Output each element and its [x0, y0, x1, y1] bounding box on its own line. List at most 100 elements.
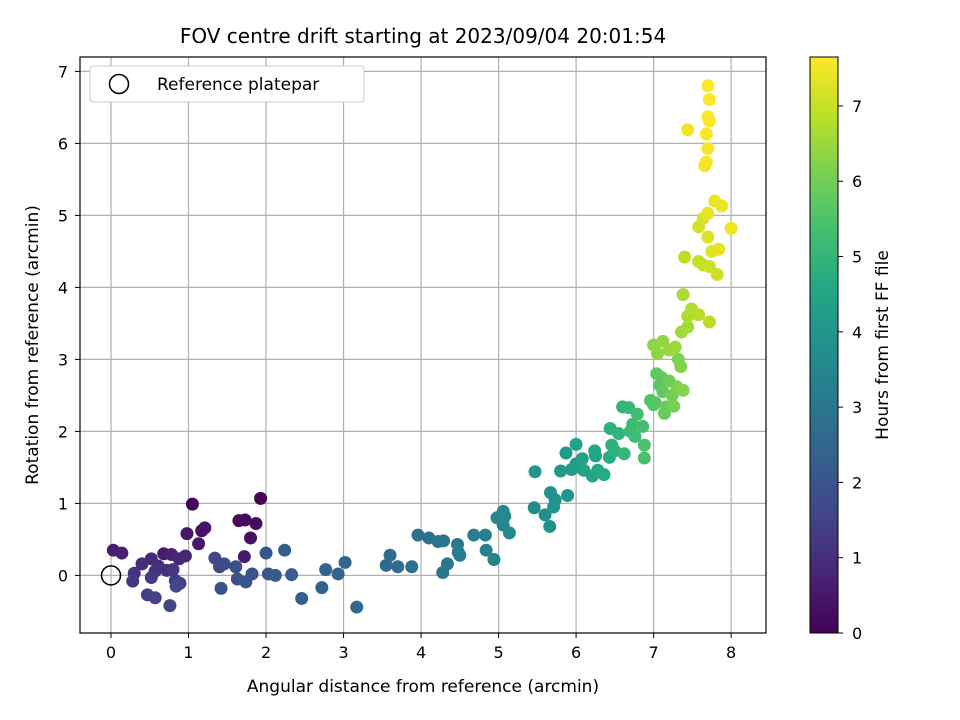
scatter-point	[239, 575, 253, 589]
scatter-point	[588, 444, 602, 458]
x-axis-ticks: 0 1 2 3 4 5 6 7 8	[106, 633, 736, 662]
scatter-point	[144, 571, 158, 585]
x-tick-label: 4	[416, 643, 426, 662]
colorbar-tick-label: 3	[852, 398, 862, 417]
scatter-point	[575, 452, 589, 466]
scatter-point	[502, 526, 516, 540]
scatter-point	[496, 504, 510, 518]
scatter-point	[527, 501, 541, 515]
y-axis-label: Rotation from reference (arcmin)	[23, 205, 43, 485]
scatter-point	[217, 557, 231, 571]
scatter-point	[648, 396, 662, 410]
colorbar-ticks: 0 1 2 3 4 5 6 7	[838, 97, 862, 643]
scatter-point	[538, 508, 552, 522]
scatter-point	[637, 451, 651, 465]
scatter-point	[405, 560, 419, 574]
scatter-point	[612, 427, 626, 441]
scatter-point	[701, 79, 715, 93]
scatter-point	[636, 419, 650, 433]
scatter-point	[411, 528, 425, 542]
scatter-point	[278, 543, 292, 557]
x-tick-label: 7	[649, 643, 659, 662]
scatter-point	[710, 267, 724, 281]
scatter-point	[617, 447, 631, 461]
scatter-point	[668, 340, 682, 354]
scatter-point	[229, 560, 243, 574]
scatter-point	[115, 546, 129, 560]
scatter-point	[628, 429, 642, 443]
scatter-point	[701, 230, 715, 244]
scatter-point	[295, 591, 309, 605]
scatter-point	[451, 545, 465, 559]
scatter-point	[559, 446, 573, 460]
legend-box	[89, 65, 365, 103]
scatter-point	[554, 464, 568, 478]
scatter-point	[701, 141, 715, 155]
colorbar-tick-label: 4	[852, 323, 862, 342]
scatter-point	[467, 528, 481, 542]
scatter-point	[699, 127, 713, 141]
x-tick-label: 2	[261, 643, 271, 662]
scatter-point	[172, 552, 186, 566]
scatter-point	[676, 383, 690, 397]
scatter-point	[702, 315, 716, 329]
legend-marker-icon	[108, 73, 130, 95]
colorbar-gradient	[809, 56, 839, 634]
x-tick-label: 5	[493, 643, 503, 662]
scatter-point	[259, 546, 273, 560]
scatter-point	[692, 308, 706, 322]
scatter-point	[701, 206, 715, 220]
scatter-point	[169, 579, 183, 593]
scatter-point	[185, 497, 199, 511]
scatter-point	[487, 553, 501, 567]
scatter-point	[674, 360, 688, 374]
scatter-point	[597, 468, 611, 482]
scatter-point	[192, 537, 206, 551]
legend-label: Reference platepar	[157, 75, 319, 95]
scatter-point	[667, 399, 681, 413]
scatter-point	[650, 347, 664, 361]
scatter-point	[268, 568, 282, 582]
scatter-point	[338, 555, 352, 569]
scatter-point	[383, 548, 397, 562]
chart-title: FOV centre drift starting at 2023/09/04 …	[180, 24, 666, 48]
scatter-point	[702, 92, 716, 106]
scatter-point	[547, 500, 561, 514]
y-tick-label: 5	[58, 206, 68, 225]
scatter-point	[626, 417, 640, 431]
x-axis-label: Angular distance from reference (arcmin)	[247, 677, 599, 697]
scatter-point	[437, 534, 451, 548]
scatter-point	[391, 560, 405, 574]
y-tick-label: 6	[58, 134, 68, 153]
scatter-point	[637, 438, 651, 452]
scatter-point	[678, 250, 692, 264]
x-tick-label: 6	[571, 643, 581, 662]
scatter-point	[543, 519, 557, 533]
scatter-point	[331, 567, 345, 581]
y-tick-label: 2	[58, 422, 68, 441]
scatter-point	[569, 437, 583, 451]
scatter-point	[166, 563, 180, 577]
colorbar-tick-label: 2	[852, 473, 862, 492]
scatter-point	[350, 600, 364, 614]
scatter-point	[630, 407, 644, 421]
scatter-point	[214, 581, 228, 595]
scatter-point	[479, 543, 493, 557]
scatter-point	[254, 491, 268, 505]
colorbar-tick-label: 0	[852, 624, 862, 643]
x-tick-label: 0	[106, 643, 116, 662]
scatter-point	[126, 574, 140, 588]
scatter-point	[561, 488, 575, 502]
colorbar-tick-label: 1	[852, 549, 862, 568]
y-tick-label: 4	[58, 278, 68, 297]
scatter-point	[315, 581, 329, 595]
plot-frame	[79, 56, 767, 634]
scatter-point	[163, 599, 177, 613]
y-tick-label: 3	[58, 350, 68, 369]
colorbar: 0 1 2 3 4 5 6 7 Hours from first FF file	[809, 56, 893, 643]
scatter-point	[148, 591, 162, 605]
colorbar-tick-label: 6	[852, 172, 862, 191]
y-tick-label: 0	[58, 566, 68, 585]
scatter-point	[676, 288, 690, 302]
